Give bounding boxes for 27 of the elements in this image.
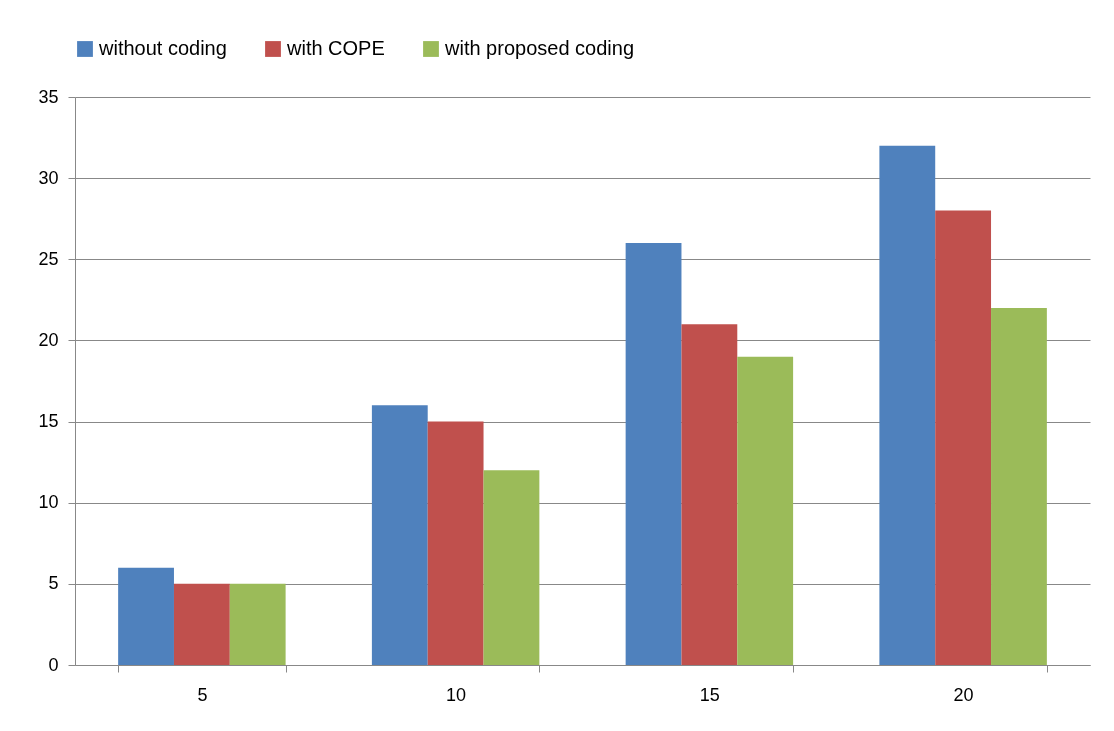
y-tick-label: 25 bbox=[38, 248, 59, 269]
bar bbox=[483, 470, 540, 665]
bar bbox=[681, 324, 738, 665]
bar bbox=[118, 567, 174, 665]
y-tick-label: 10 bbox=[38, 492, 59, 513]
bar bbox=[173, 583, 230, 665]
y-tick-label: 15 bbox=[38, 411, 59, 432]
y-tick-label: 5 bbox=[48, 573, 59, 594]
bar bbox=[625, 243, 682, 665]
y-tick-label: 20 bbox=[38, 329, 59, 350]
bar bbox=[991, 307, 1047, 665]
x-tick-label: 10 bbox=[446, 684, 467, 705]
bar bbox=[935, 210, 992, 665]
x-tick-label: 5 bbox=[197, 684, 208, 705]
bar bbox=[737, 356, 794, 665]
x-tick-label: 20 bbox=[953, 684, 974, 705]
bar bbox=[427, 421, 484, 665]
bar bbox=[371, 405, 428, 665]
legend-label: with COPE bbox=[286, 37, 385, 59]
y-tick-label: 0 bbox=[48, 654, 59, 675]
x-tick-label: 15 bbox=[699, 684, 720, 705]
y-tick-label: 30 bbox=[38, 167, 59, 188]
legend-label: without coding bbox=[98, 37, 227, 59]
legend-label: with proposed coding bbox=[444, 37, 635, 59]
y-tick-label: 35 bbox=[38, 86, 59, 107]
bar bbox=[879, 145, 936, 665]
bar bbox=[229, 583, 286, 665]
